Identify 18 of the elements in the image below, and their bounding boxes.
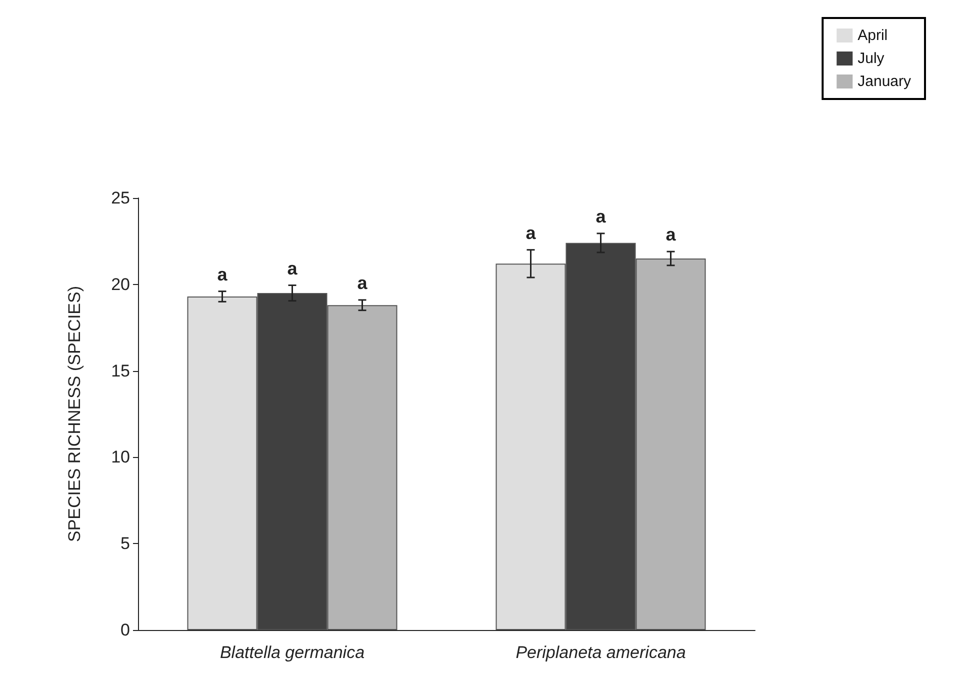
legend-label: July	[858, 50, 885, 67]
y-tick-label: 10	[111, 448, 130, 467]
y-tick-label: 15	[111, 361, 130, 380]
y-tick-label: 25	[111, 188, 130, 208]
data-label: a	[526, 222, 537, 243]
data-label: a	[217, 264, 228, 284]
x-tick-label: Periplaneta americana	[516, 643, 686, 662]
y-tick-label: 0	[120, 620, 130, 640]
data-label: a	[287, 258, 298, 278]
data-label: a	[596, 206, 607, 226]
data-label: a	[666, 224, 677, 245]
y-axis-title: SPECIES RICHNESS (SPECIES)	[65, 286, 84, 542]
data-label: a	[357, 272, 368, 293]
x-tick-label: Blattella germanica	[220, 643, 365, 662]
legend-label: January	[858, 73, 912, 90]
y-tick-label: 20	[111, 274, 130, 294]
legend-label: April	[858, 27, 888, 44]
y-tick-label: 5	[120, 534, 130, 554]
